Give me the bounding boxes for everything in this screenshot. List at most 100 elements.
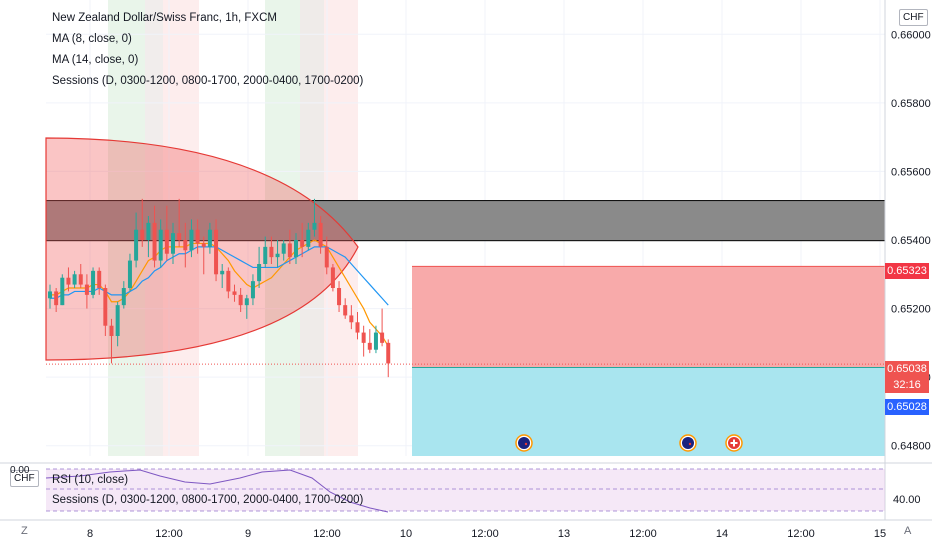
chf-flag-icon[interactable] <box>725 434 743 452</box>
candle-body <box>324 246 329 268</box>
candlesticks <box>48 198 391 378</box>
time-axis[interactable]: 8 12:00 9 12:00 10 12:00 13 12:00 14 12:00 15 <box>87 528 886 540</box>
candle-body <box>343 305 348 316</box>
candle-body <box>349 315 354 323</box>
candle-body <box>263 246 268 264</box>
currency-label[interactable]: CHF <box>899 9 928 26</box>
candle-body <box>189 229 194 251</box>
rsi-line <box>45 469 389 513</box>
candle-body <box>78 274 83 285</box>
price-tick-label: 0.65200 <box>891 304 931 316</box>
buy-price-badge: 0.65028 <box>885 399 929 415</box>
price-tick-label: 0.66000 <box>891 29 931 41</box>
candle-body <box>318 222 323 247</box>
price-tick-label: 0.65800 <box>891 98 931 110</box>
candle-body <box>337 288 342 306</box>
time-tick-label: 12:00 <box>471 528 499 540</box>
candle-body <box>140 229 145 240</box>
candle-body <box>91 270 96 295</box>
candle-body <box>361 332 366 343</box>
countdown-badge: 32:16 <box>885 377 929 393</box>
candle-body <box>201 243 206 247</box>
candle-body <box>121 288 126 306</box>
candle-body <box>380 332 385 343</box>
candle-body <box>312 222 317 230</box>
candle-body <box>220 270 225 275</box>
lower-left-value: 0.00 <box>10 465 30 476</box>
candle-body <box>386 342 391 364</box>
time-tick-label: 15 <box>874 528 886 540</box>
candle-body <box>232 291 237 295</box>
candle-body <box>250 281 255 299</box>
candle-body <box>164 229 169 254</box>
sessions-legend-lower[interactable]: Sessions (D, 0300-1200, 0800-1700, 2000-… <box>52 494 364 506</box>
rsi-legend[interactable]: RSI (10, close) <box>52 474 129 486</box>
candle-body <box>306 229 311 247</box>
candle-body <box>355 322 360 333</box>
last-price-badge: 0.65038 <box>885 361 929 377</box>
candle-body <box>103 288 108 326</box>
candle-body <box>152 222 157 261</box>
time-tick-label: 13 <box>558 528 570 540</box>
event-icons <box>515 434 743 452</box>
candle-body <box>330 267 335 288</box>
candle-body <box>269 246 274 258</box>
time-tick-label: 8 <box>87 528 93 540</box>
candle-body <box>54 291 59 306</box>
candle-body <box>195 229 200 244</box>
candle-body <box>287 243 292 258</box>
candle-body <box>84 284 89 295</box>
candle-body <box>367 342 372 350</box>
candle-body <box>183 240 188 251</box>
stop-loss-zone <box>412 266 885 368</box>
price-tick-label: 0.64800 <box>891 441 931 453</box>
zoom-button[interactable]: Z <box>21 525 28 537</box>
candle-body <box>214 229 219 275</box>
candle-body <box>257 264 262 282</box>
symbol-title[interactable]: New Zealand Dollar/Swiss Franc, 1h, FXCM <box>52 12 277 24</box>
time-tick-label: 12:00 <box>155 528 183 540</box>
time-tick-label: 12:00 <box>629 528 657 540</box>
candle-body <box>177 233 182 240</box>
price-tick-label: 0.65400 <box>891 235 931 247</box>
time-tick-label: 12:00 <box>313 528 341 540</box>
candle-body <box>48 291 52 299</box>
candle-body <box>294 240 298 258</box>
target-zone <box>412 367 885 456</box>
candle-body <box>60 277 65 306</box>
sessions-legend[interactable]: Sessions (D, 0300-1200, 0800-1700, 2000-… <box>52 75 364 87</box>
candle-body <box>275 253 280 258</box>
candle-body <box>158 229 163 261</box>
candle-body <box>66 277 71 285</box>
candle-body <box>109 325 114 336</box>
candle-body <box>127 260 132 288</box>
price-tick-label: 0.65600 <box>891 166 931 178</box>
candle-body <box>244 298 249 306</box>
candle-body <box>134 229 139 261</box>
candle-body <box>146 222 151 240</box>
currency-label-lower[interactable]: CHF <box>10 470 39 487</box>
candle-body <box>281 243 286 254</box>
ma8-legend[interactable]: MA (8, close, 0) <box>52 33 132 45</box>
ma14-legend[interactable]: MA (14, close, 0) <box>52 54 139 66</box>
candle-body <box>97 270 102 288</box>
time-tick-label: 12:00 <box>787 528 815 540</box>
candle-body <box>115 305 120 336</box>
candle-body <box>300 240 305 247</box>
candle-body <box>72 274 77 285</box>
time-tick-label: 10 <box>400 528 412 540</box>
sell-price-badge: 0.65323 <box>885 263 929 279</box>
candle-body <box>238 294 243 306</box>
time-tick-label: 14 <box>716 528 728 540</box>
rsi-band <box>46 469 885 511</box>
nzd-flag-icon[interactable] <box>679 434 697 452</box>
time-tick-label: 9 <box>245 528 251 540</box>
rsi-value-label: 40.00 <box>893 494 921 506</box>
candle-body <box>373 332 378 350</box>
candle-body <box>207 229 212 247</box>
nzd-flag-icon[interactable] <box>515 434 533 452</box>
candle-body <box>171 233 175 254</box>
candle-body <box>226 270 231 292</box>
auto-scale-button[interactable]: A <box>904 525 912 537</box>
